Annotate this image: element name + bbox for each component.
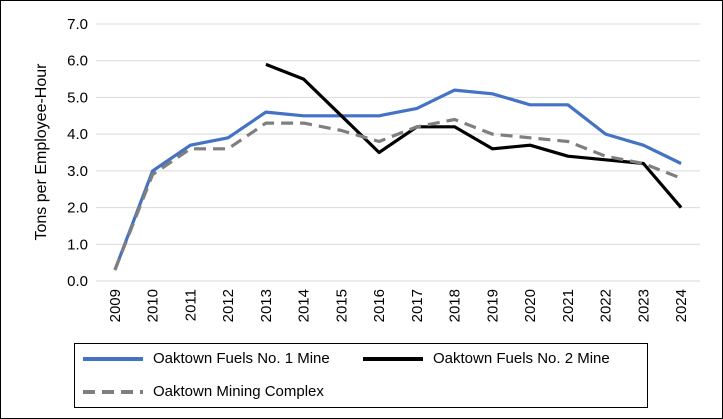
legend-item-series-2: Oaktown Fuels No. 2 Mine (363, 350, 610, 367)
x-tick-label: 2012 (220, 289, 237, 322)
x-tick-label: 2023 (635, 289, 652, 322)
series-line-3 (113, 117, 682, 271)
y-axis-ticks: 0.0 1.0 2.0 3.0 4.0 5.0 6.0 7.0 (67, 16, 88, 290)
series-line-2 (265, 62, 683, 209)
legend-swatch-series-2 (363, 356, 423, 361)
x-tick-label: 2017 (409, 289, 426, 322)
legend-item-series-3: Oaktown Mining Complex (83, 383, 324, 400)
legend-label-series-3: Oaktown Mining Complex (153, 383, 324, 400)
x-tick-label: 2021 (560, 289, 577, 322)
y-tick-label: 6.0 (67, 53, 88, 70)
y-tick-label: 1.0 (67, 236, 88, 253)
legend-label-series-1: Oaktown Fuels No. 1 Mine (153, 350, 330, 367)
x-tick-label: 2014 (296, 289, 313, 322)
y-axis-title: Tons per Employee-Hour (33, 63, 50, 241)
x-tick-label: 2024 (673, 289, 690, 322)
y-tick-label: 0.0 (67, 273, 88, 290)
legend-swatch-series-1 (83, 356, 143, 361)
x-tick-label: 2022 (598, 289, 615, 322)
x-tick-label: 2010 (145, 289, 162, 322)
x-tick-label: 2020 (522, 289, 539, 322)
x-tick-label: 2009 (107, 289, 124, 322)
x-tick-label: 2015 (333, 289, 350, 322)
legend-item-series-1: Oaktown Fuels No. 1 Mine (83, 350, 330, 367)
line-chart: 0.0 1.0 2.0 3.0 4.0 5.0 6.0 7.0 2009 2010 2011 201… (33, 16, 700, 322)
x-tick-label: 2019 (484, 289, 501, 322)
x-tick-label: 2011 (182, 289, 199, 321)
series-lines (113, 62, 683, 271)
y-tick-label: 7.0 (67, 16, 88, 33)
y-tick-label: 3.0 (67, 163, 88, 180)
y-tick-label: 2.0 (67, 200, 88, 217)
x-axis-ticks: 2009 2010 2011 2012 2013 2014 2015 2016 2017 2018… (107, 289, 690, 322)
x-tick-label: 2018 (447, 289, 464, 322)
series-line-1 (113, 88, 682, 271)
y-tick-label: 4.0 (67, 126, 88, 143)
legend-label-series-2: Oaktown Fuels No. 2 Mine (433, 350, 610, 367)
y-tick-label: 5.0 (67, 89, 88, 106)
legend: Oaktown Fuels No. 1 Mine Oaktown Fuels N… (74, 343, 648, 408)
x-tick-label: 2013 (258, 289, 275, 322)
x-tick-label: 2016 (371, 289, 388, 322)
legend-swatch-series-3 (83, 389, 143, 394)
